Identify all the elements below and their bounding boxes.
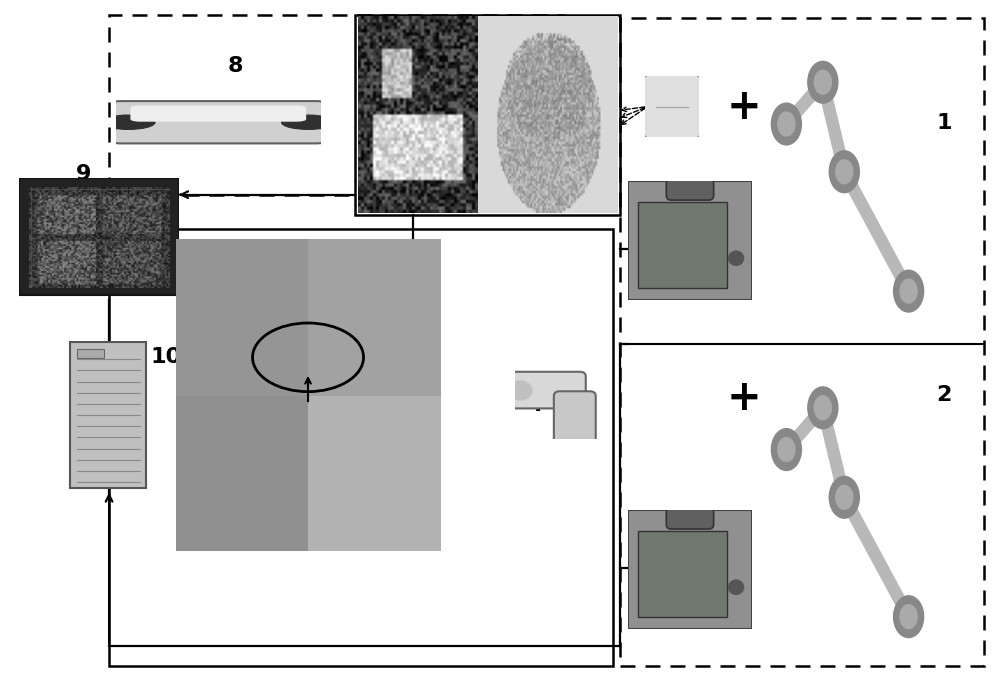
Text: 1: 1 <box>936 114 952 133</box>
Text: 9: 9 <box>75 164 91 185</box>
Bar <box>355 15 620 215</box>
Text: 6: 6 <box>657 97 672 116</box>
Bar <box>620 18 984 666</box>
Text: +: + <box>727 86 762 127</box>
Text: +: + <box>727 377 762 419</box>
Text: 2: 2 <box>936 385 951 405</box>
Text: 5: 5 <box>647 242 662 262</box>
Text: 3: 3 <box>647 602 662 622</box>
Text: 4: 4 <box>527 395 543 415</box>
Text: 8: 8 <box>228 56 243 76</box>
Bar <box>109 15 563 195</box>
Text: 7: 7 <box>398 35 413 55</box>
Bar <box>109 229 613 666</box>
Text: 10: 10 <box>150 347 181 368</box>
